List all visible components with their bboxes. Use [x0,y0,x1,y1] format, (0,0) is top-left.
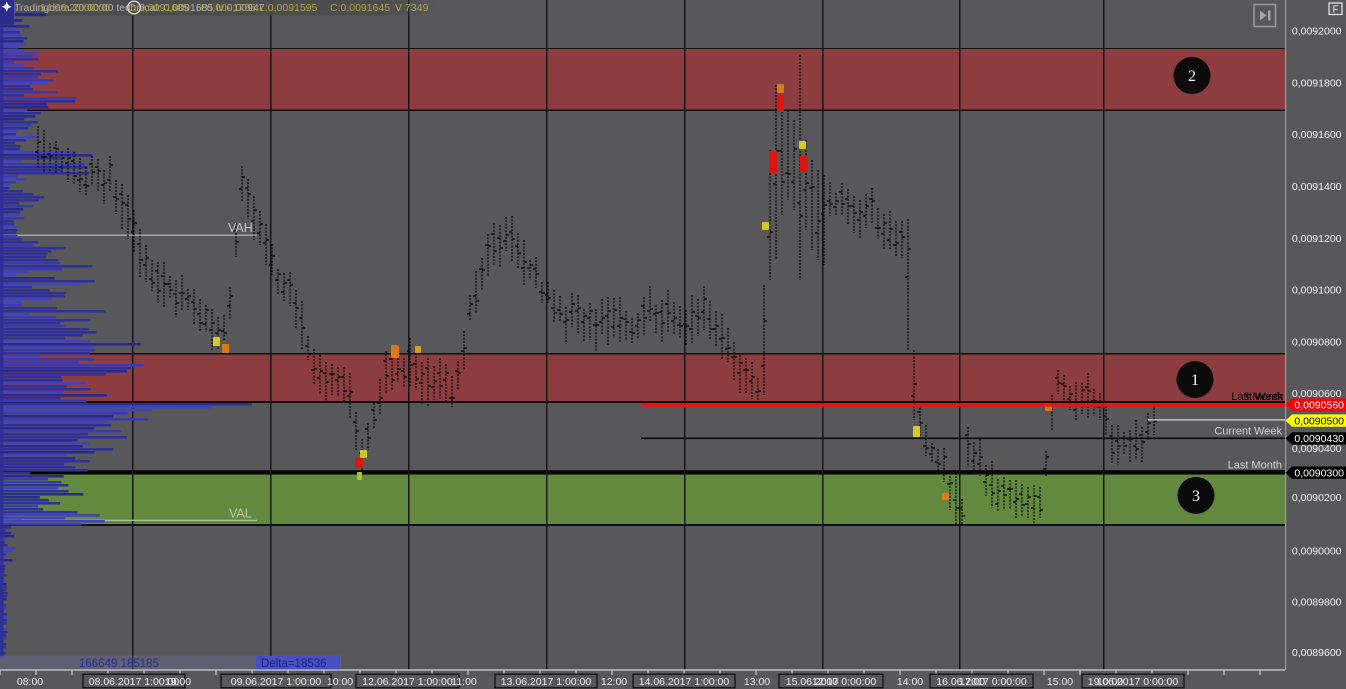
svg-text:0,0089600: 0,0089600 [1292,647,1342,659]
svg-text:0,0089800: 0,0089800 [1292,597,1342,609]
svg-text:19.06.2017 0:00:00: 19.06.2017 0:00:00 [1088,676,1179,688]
svg-text:O:0,0091685: O:0,0091685 [128,2,189,14]
svg-text:12:00: 12:00 [601,676,627,688]
svg-text:0,0091200: 0,0091200 [1292,233,1342,245]
svg-text:0,0090400: 0,0090400 [1292,443,1342,455]
svg-text:0,0091800: 0,0091800 [1292,77,1342,89]
svg-text:0,0091400: 0,0091400 [1292,181,1342,193]
svg-text:0,0090000: 0,0090000 [1292,546,1342,558]
svg-text:0,0092000: 0,0092000 [1292,26,1342,38]
svg-text:0,0090300: 0,0090300 [1294,468,1344,480]
svg-text:15.06.2017 0:00:00: 15.06.2017 0:00:00 [786,676,877,688]
svg-text:0,0090430: 0,0090430 [1294,433,1344,445]
svg-text:166649 185185: 166649 185185 [79,658,159,670]
svg-text:0,0090500: 0,0090500 [1294,415,1344,427]
svg-text:13:00: 13:00 [744,676,770,688]
svg-text:0,0091600: 0,0091600 [1292,129,1342,141]
svg-text:3: 3 [1192,488,1200,505]
svg-text:F: F [1332,4,1338,15]
svg-text:16.06.2017 0:00:00: 16.06.2017 0:00:00 [936,676,1027,688]
svg-text:13.06.2017 1:00:00: 13.06.2017 1:00:00 [501,676,592,688]
svg-text:Delta=18536: Delta=18536 [261,658,327,670]
svg-text:12.06.2017 1:00:00: 12.06.2017 1:00:00 [362,676,453,688]
svg-text:3 Month: 3 Month [1243,391,1283,403]
svg-text:V 7349: V 7349 [395,2,428,14]
svg-text:L:0,0091595: L:0,0091595 [259,2,318,14]
svg-text:12:00: 12:00 [812,676,838,688]
svg-text:0,0090560: 0,0090560 [1294,399,1344,411]
svg-text:H:0,0091705: H:0,0091705 [196,2,256,14]
svg-text:09.06.2017 1:00:00: 09.06.2017 1:00:00 [231,676,322,688]
svg-text:15:00: 15:00 [1047,676,1073,688]
svg-text:10:00: 10:00 [1097,676,1123,688]
svg-text:14:00: 14:00 [897,676,923,688]
svg-text:17:00: 17:00 [959,676,985,688]
svg-text:VAL: VAL [229,507,252,521]
svg-text:11:00: 11:00 [451,676,477,688]
svg-text:14.06 20:00:00: 14.06 20:00:00 [40,2,110,14]
svg-text:0,0090600: 0,0090600 [1292,388,1342,400]
svg-text:0,0090200: 0,0090200 [1292,492,1342,504]
svg-text:Current Week: Current Week [1214,426,1282,438]
svg-text:1: 1 [1191,372,1199,389]
svg-text:Last Month: Last Month [1228,460,1282,472]
svg-text:C:0,0091645: C:0,0091645 [330,2,390,14]
svg-text:08:00: 08:00 [17,676,43,688]
svg-text:2: 2 [1188,68,1196,85]
svg-text:14.06.2017 1:00:00: 14.06.2017 1:00:00 [639,676,730,688]
svg-text:08.06.2017 1:00:00: 08.06.2017 1:00:00 [89,676,180,688]
svg-text:0,0090800: 0,0090800 [1292,336,1342,348]
svg-text:19:00: 19:00 [165,676,191,688]
svg-text:VAH: VAH [228,221,253,235]
svg-text:0,0091000: 0,0091000 [1292,285,1342,297]
svg-text:Last Week: Last Week [1231,391,1283,403]
svg-text:10:00: 10:00 [327,676,353,688]
svg-text:Tradingdata 20:00:00 technical: Tradingdata 20:00:00 technical: 0,009168… [14,2,265,14]
